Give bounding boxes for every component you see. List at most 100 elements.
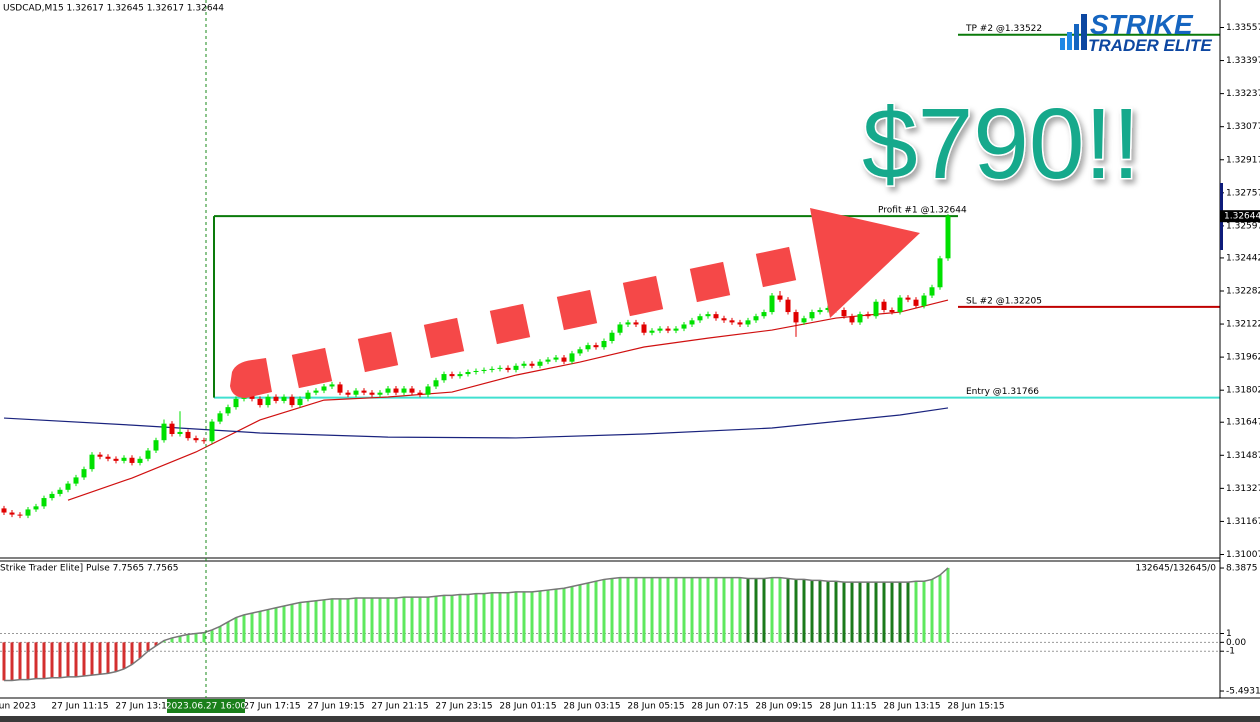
candle-body <box>641 324 647 333</box>
level-label: Entry @1.31766 <box>966 387 1039 397</box>
candle-body <box>609 332 615 341</box>
candle-body <box>353 390 359 395</box>
candle-body <box>457 374 463 377</box>
histogram-bar <box>42 642 46 679</box>
histogram-bar <box>906 582 910 643</box>
candle-body <box>385 388 391 393</box>
histogram-bar <box>818 580 822 643</box>
histogram-bar <box>466 594 470 643</box>
histogram-bar <box>922 581 926 643</box>
candle-body <box>657 328 663 331</box>
candle-body <box>449 374 455 377</box>
histogram-bar <box>370 598 374 643</box>
candle-body <box>753 316 759 321</box>
candle-body <box>505 367 511 370</box>
histogram-bar <box>26 642 30 680</box>
candle-body <box>273 396 279 401</box>
histogram-bar <box>322 599 326 643</box>
histogram-bar <box>602 579 606 643</box>
candle-body <box>401 388 407 393</box>
histogram-bar <box>378 598 382 643</box>
y-tick-label: 1.32282 <box>1226 286 1260 296</box>
histogram-bar <box>482 593 486 643</box>
candle-body <box>345 392 351 395</box>
candle-body <box>937 258 943 288</box>
level-label: Profit #1 @1.32644 <box>878 206 967 216</box>
histogram-bar <box>530 591 534 643</box>
candle-body <box>745 320 751 325</box>
crosshair-label: 2023.06.27 16:00 <box>166 702 247 712</box>
histogram-bar <box>258 611 262 643</box>
histogram-bar <box>170 637 174 643</box>
candle-body <box>41 498 47 507</box>
price-tag-label: 1.32644 <box>1224 212 1260 222</box>
histogram-bar <box>74 642 78 677</box>
candle-body <box>785 299 791 313</box>
candle-body <box>841 310 847 317</box>
candle-body <box>209 421 215 442</box>
histogram-bar <box>826 581 830 643</box>
candle-body <box>921 295 927 306</box>
histogram-bar <box>762 578 766 643</box>
histogram-bar <box>666 577 670 643</box>
candle-body <box>849 316 855 323</box>
arrow-dash <box>489 303 531 345</box>
candle-body <box>529 363 535 366</box>
y-tick-label: 1.33237 <box>1226 89 1260 99</box>
y-tick-label: 1.32917 <box>1226 155 1260 165</box>
candle-body <box>49 493 55 499</box>
arrow-dash <box>357 331 399 373</box>
candle-body <box>665 328 671 331</box>
candle-body <box>769 295 775 313</box>
histogram-bar <box>218 626 222 643</box>
candle-body <box>929 287 935 296</box>
candle-body <box>633 322 639 325</box>
histogram-bar <box>90 642 94 676</box>
candle-body <box>689 320 695 325</box>
histogram-bar <box>834 581 838 643</box>
candle-body <box>121 457 127 461</box>
candle-body <box>721 318 727 321</box>
chart-title: USDCAD,M15 1.32617 1.32645 1.32617 1.326… <box>3 4 224 14</box>
candle-body <box>25 509 31 516</box>
y-tick-label: -1 <box>1226 647 1235 657</box>
histogram-bar <box>298 602 302 643</box>
histogram-bar <box>442 595 446 643</box>
candle-body <box>601 341 607 348</box>
candle-body <box>281 396 287 401</box>
histogram-bar <box>402 597 406 643</box>
x-tick-label: 28 Jun 09:15 <box>755 702 812 712</box>
histogram-bar <box>522 591 526 643</box>
candle-body <box>169 423 175 434</box>
y-tick-label: 0.00 <box>1226 638 1246 648</box>
histogram-bar <box>570 586 574 643</box>
histogram-bar <box>642 577 646 643</box>
histogram-bar <box>714 577 718 643</box>
histogram-bar <box>842 582 846 643</box>
histogram-bar <box>338 598 342 643</box>
level-label: TP #2 @1.33522 <box>965 24 1042 34</box>
candle-body <box>57 489 63 494</box>
crosshair-label-box <box>167 699 245 713</box>
histogram-bar <box>114 642 118 672</box>
histogram-bar <box>562 588 566 643</box>
histogram-bar <box>418 597 422 643</box>
candle-body <box>249 394 255 399</box>
y-tick-label: 1.32122 <box>1226 320 1260 330</box>
logo-bar <box>1060 38 1065 50</box>
histogram-bar <box>754 578 758 643</box>
histogram-bar <box>314 600 318 643</box>
histogram-bar <box>210 629 214 643</box>
x-tick-label: 27 Jun 13:15 <box>115 702 172 712</box>
x-tick-label: 28 Jun 01:15 <box>499 702 556 712</box>
candle-body <box>729 320 735 323</box>
candle-body <box>817 310 823 313</box>
y-tick-label: 1.31007 <box>1226 550 1260 560</box>
x-tick-label: 27 Jun 11:15 <box>51 702 108 712</box>
price-tag <box>1220 210 1260 223</box>
histogram-bar <box>234 617 238 643</box>
candle-body <box>777 295 783 300</box>
candle-body <box>73 477 79 484</box>
histogram-bar <box>362 598 366 643</box>
logo-bar <box>1067 32 1072 50</box>
